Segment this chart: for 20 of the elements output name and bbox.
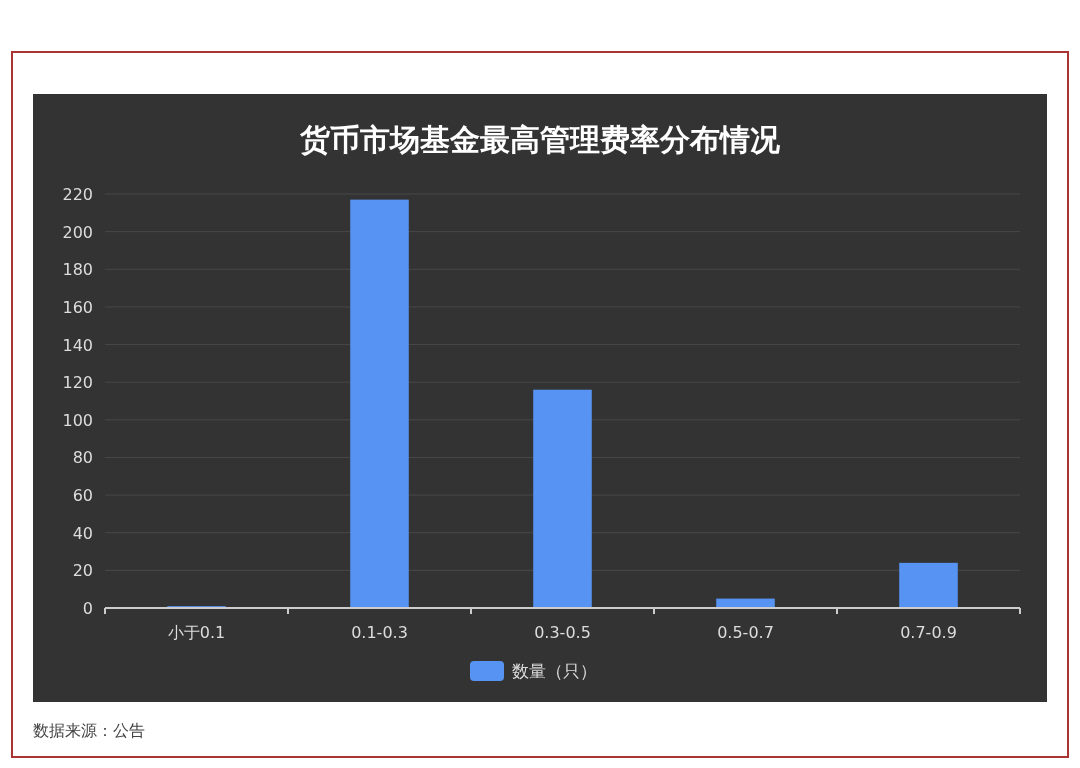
y-tick-label: 20 [72, 561, 93, 581]
y-tick-label: 100 [62, 410, 93, 430]
legend-label: 数量（只） [512, 661, 597, 681]
y-tick-label: 140 [62, 335, 93, 355]
y-tick-label: 220 [62, 185, 93, 204]
x-tick-label: 0.7-0.9 [900, 623, 957, 642]
source-note: 数据来源：公告 [33, 721, 145, 740]
y-tick-label: 120 [62, 373, 93, 393]
y-tick-label: 200 [62, 222, 93, 242]
y-tick-label: 60 [72, 486, 93, 506]
x-tick-label: 0.3-0.5 [534, 623, 591, 642]
y-tick-label: 180 [62, 260, 93, 280]
x-tick-label: 0.1-0.3 [351, 623, 408, 642]
y-tick-label: 160 [62, 297, 93, 317]
y-tick-label: 80 [72, 448, 93, 468]
x-tick-label: 小于0.1 [167, 623, 226, 642]
y-tick-label: 0 [82, 599, 93, 618]
x-tick-label: 0.5-0.7 [717, 623, 774, 642]
chart-title: 货币市场基金最高管理费率分布情况 [299, 122, 781, 157]
y-tick-label: 40 [72, 523, 93, 543]
